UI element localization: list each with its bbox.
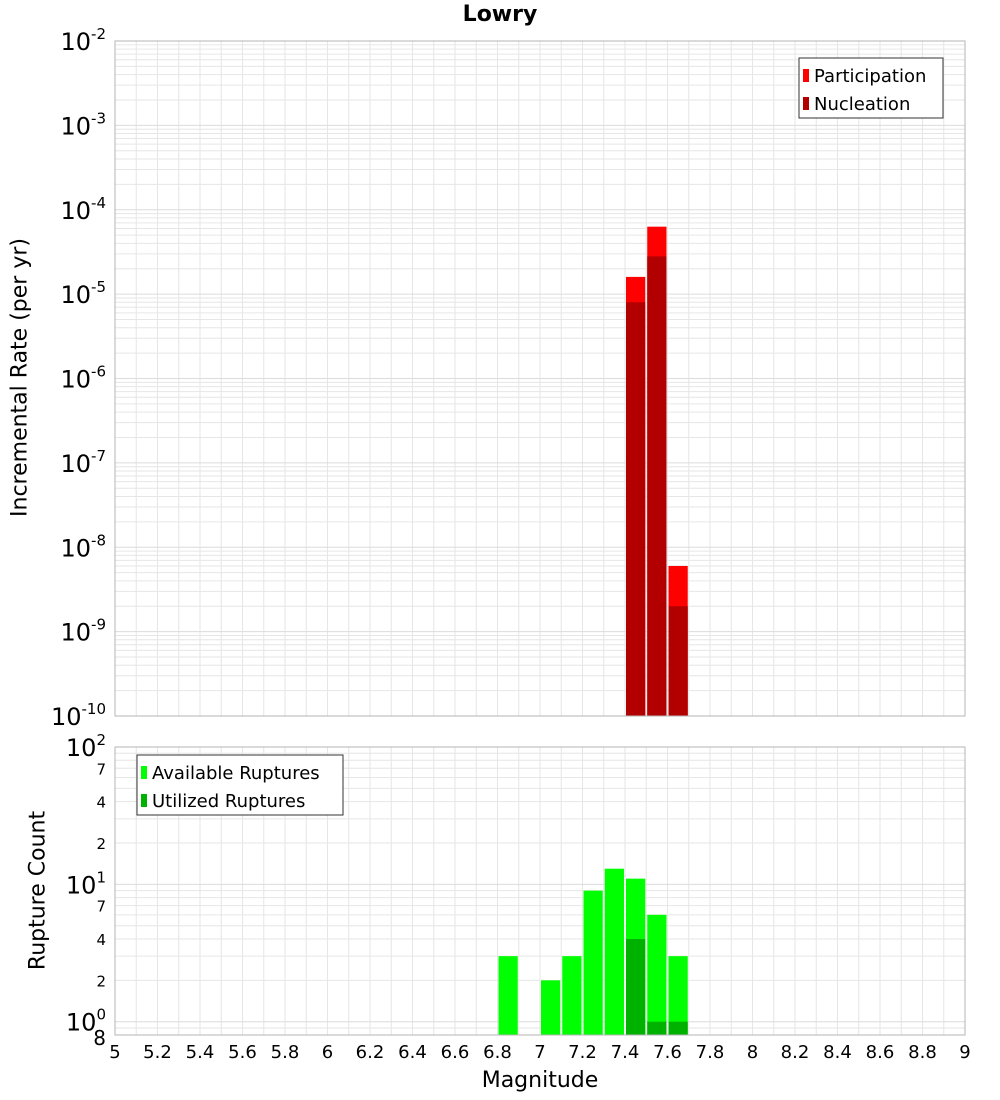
top-y-tick-label: 10-9	[60, 616, 106, 647]
available-ruptures-bar	[647, 914, 667, 1035]
bottom-legend-box	[136, 754, 344, 816]
utilized-ruptures-bar	[668, 1021, 688, 1035]
top-y-tick-label: 10-3	[60, 109, 106, 140]
bottom-y-tick-label: 102	[66, 731, 106, 762]
top-y-tick-label: 10-7	[60, 447, 106, 478]
nucleation-bar	[626, 302, 646, 716]
top-y-tick-label: 10-8	[60, 531, 106, 562]
x-tick-label: 6.8	[483, 1042, 512, 1063]
x-tick-label: 5.4	[186, 1042, 215, 1063]
bottom-y-tick-label: 2	[96, 835, 106, 853]
top-y-tick-label: 10-6	[60, 363, 106, 394]
top-plot-frame	[114, 40, 966, 717]
x-tick-label: 6.4	[398, 1042, 427, 1063]
bottom-legend-swatch	[141, 766, 147, 779]
bottom-y-tick-label: 4	[96, 794, 106, 812]
x-tick-label: 9	[959, 1042, 970, 1063]
top-legend-swatch	[803, 69, 809, 82]
bottom-y-tick-label: 4	[96, 931, 106, 949]
bottom-y-tick-label: 7	[96, 898, 106, 916]
top-y-tick-label: 10-4	[60, 194, 106, 225]
available-ruptures-bar	[668, 956, 688, 1035]
available-ruptures-bar	[562, 956, 582, 1035]
utilized-ruptures-bar	[626, 939, 646, 1035]
bottom-y-tick-label: 100	[66, 1006, 106, 1037]
x-tick-label: 5.2	[143, 1042, 172, 1063]
top-y-tick-label: 10-10	[51, 700, 106, 731]
x-tick-label: 5	[109, 1042, 120, 1063]
x-tick-label: 6.6	[441, 1042, 470, 1063]
utilized-ruptures-bar	[647, 1021, 667, 1035]
x-tick-label: 7.8	[696, 1042, 725, 1063]
bottom-legend-label: Available Ruptures	[152, 763, 320, 784]
bottom-y-tick-label: 101	[66, 868, 106, 899]
x-axis-label: Magnitude	[481, 1068, 599, 1093]
bottom-y-tick-label: 2	[96, 972, 106, 990]
x-tick-label: 7.6	[653, 1042, 682, 1063]
x-tick-label: 6	[322, 1042, 333, 1063]
x-tick-label: 5.6	[228, 1042, 257, 1063]
chart-title: Lowry	[462, 2, 538, 27]
x-tick-label: 5.8	[271, 1042, 300, 1063]
x-tick-label: 8.2	[781, 1042, 810, 1063]
nucleation-bar	[668, 606, 688, 716]
top-legend-label: Participation	[814, 66, 926, 87]
available-ruptures-bar	[541, 980, 561, 1035]
x-tick-label: 8	[747, 1042, 758, 1063]
bottom-plot-frame	[114, 746, 966, 1036]
available-ruptures-bar	[583, 890, 603, 1035]
top-legend-label: Nucleation	[814, 94, 910, 115]
available-ruptures-bar	[604, 868, 624, 1035]
x-tick-label: 7.4	[611, 1042, 640, 1063]
bottom-y-tick-label: 8	[93, 1026, 106, 1050]
x-tick-label: 8.8	[908, 1042, 937, 1063]
top-legend-box	[798, 57, 944, 119]
top-y-tick-label: 10-5	[60, 278, 106, 309]
nucleation-bar	[647, 256, 667, 716]
x-tick-label: 8.6	[866, 1042, 895, 1063]
bottom-y-tick-label: 7	[96, 760, 106, 778]
x-tick-label: 7	[534, 1042, 545, 1063]
top-y-tick-label: 10-2	[60, 25, 106, 56]
top-legend-swatch	[803, 97, 809, 110]
x-tick-label: 7.2	[568, 1042, 597, 1063]
x-tick-label: 8.4	[823, 1042, 852, 1063]
x-tick-label: 6.2	[356, 1042, 385, 1063]
available-ruptures-bar	[498, 956, 518, 1035]
bottom-legend-swatch	[141, 794, 147, 807]
bottom-legend-label: Utilized Ruptures	[152, 791, 305, 812]
